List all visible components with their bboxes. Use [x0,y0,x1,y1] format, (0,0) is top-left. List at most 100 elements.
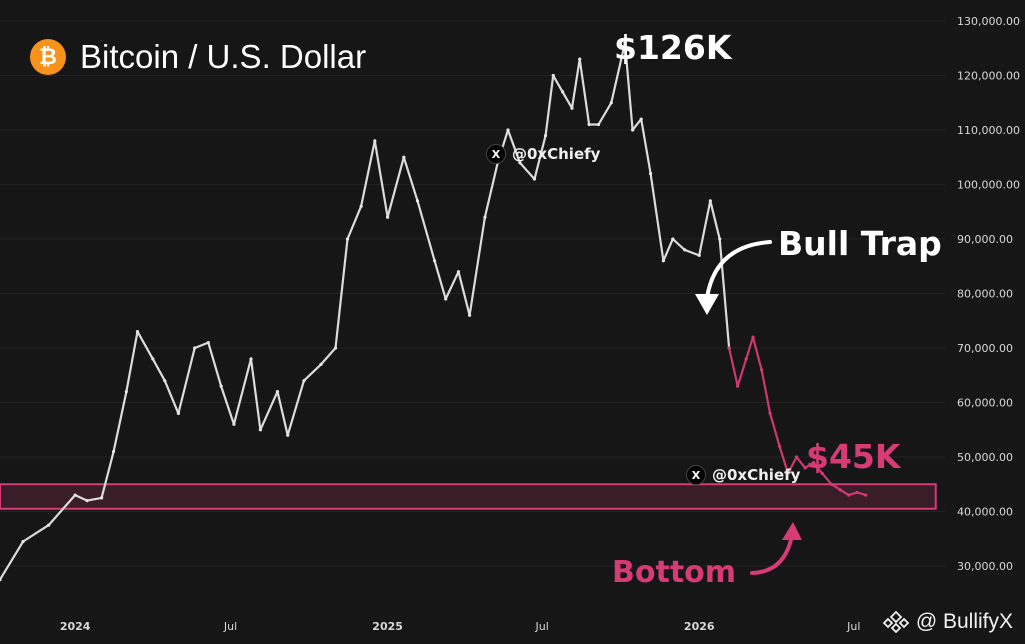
brand-watermark: @ BullifyX [882,610,1013,634]
history-point [163,379,167,383]
bottom-arrowhead [782,522,802,540]
history-point [193,346,197,350]
history-point [0,578,2,582]
y-tick-label: 120,000.00 [957,70,1020,83]
projection-point [786,471,790,475]
history-point [258,428,262,432]
price-series [0,41,868,582]
x-tick-label: 2026 [684,620,715,633]
history-point [286,433,290,437]
history-point [561,90,565,94]
bottom-annotation: Bottom [612,555,737,590]
projection-point [812,460,816,465]
bullify-logo-icon [882,611,910,633]
history-point [99,496,104,500]
history-point [648,172,653,176]
history-point [432,259,437,263]
projection-point [744,357,748,361]
x-tick-label: 2024 [60,620,91,633]
y-tick-label: 110,000.00 [957,124,1020,137]
history-point [587,122,591,127]
history-point [631,128,635,132]
chart-title: Bitcoin / U.S. Dollar [80,38,367,75]
history-point [275,390,280,394]
projection-point [803,466,807,470]
x-tick-label: Jul [535,620,549,633]
history-point [345,237,350,241]
history-point [219,384,223,388]
history-point [124,390,128,394]
projection-point [820,471,824,475]
projection-point [794,455,799,459]
projection-point [864,493,868,497]
x-tick-label: Jul [846,620,860,633]
history-point [319,362,323,366]
history-point [708,199,712,203]
history-point [467,313,472,317]
support-zone-rect [0,483,937,510]
history-point [532,177,537,181]
bull-trap-annotation: Bull Trap [778,224,942,263]
history-point [578,57,582,61]
history-point [444,297,448,301]
history-point [718,237,722,241]
history-point [506,128,510,132]
history-point [671,237,675,241]
y-tick-label: 60,000.00 [957,397,1013,410]
history-point [206,340,210,345]
watermark-2: X @0xChiefy [686,465,800,485]
y-tick-label: 30,000.00 [957,560,1013,573]
x-logo-icon: X [686,465,706,485]
history-point [85,499,89,503]
history-point [570,106,574,110]
projection-point [759,368,764,372]
y-tick-label: 80,000.00 [957,288,1013,301]
history-point [551,73,555,78]
history-point [232,422,236,426]
current-price-annotation: $45K [806,437,901,476]
x-axis-ticks: 2024 Jul 2025 Jul 2026 Jul [60,620,861,633]
history-point [373,139,377,143]
projection-point [736,384,740,388]
history-point [359,204,363,208]
x-tick-label: 2025 [372,620,403,633]
history-point [596,122,601,127]
history-point [697,253,701,257]
history-point [623,41,627,45]
y-tick-label: 50,000.00 [957,451,1013,464]
history-point [402,155,406,159]
history-point [249,357,253,361]
history-point [73,493,77,497]
watermark-1-label: @0xChiefy [512,145,601,163]
history-point [47,523,51,527]
history-point [151,357,155,361]
history-point [302,379,306,383]
projection-point [847,493,851,497]
history-point [21,539,25,544]
history-point [333,346,338,350]
bitcoin-icon: ₿ [30,39,66,75]
projection-point [751,335,755,339]
history-point [661,259,665,263]
projection-point [777,444,782,448]
y-tick-label: 90,000.00 [957,233,1013,246]
history-point [683,248,687,252]
x-tick-label: Jul [223,620,237,633]
y-tick-label: 70,000.00 [957,342,1013,355]
bull-trap-arrowhead [695,294,719,315]
watermark-1: X @0xChiefy [486,144,600,164]
support-zone [0,483,937,510]
history-point [415,199,420,203]
history-point [543,133,548,138]
high-annotation: $126K [614,28,732,67]
history-point [111,449,116,454]
history-point [609,101,613,105]
y-tick-label: 100,000.00 [957,179,1020,192]
watermark-2-label: @0xChiefy [712,466,801,484]
x-logo-icon: X [486,144,506,164]
history-point [176,411,181,415]
brand-label: @ BullifyX [915,610,1013,633]
annotation-arrows [695,240,802,575]
history-point [518,161,522,165]
